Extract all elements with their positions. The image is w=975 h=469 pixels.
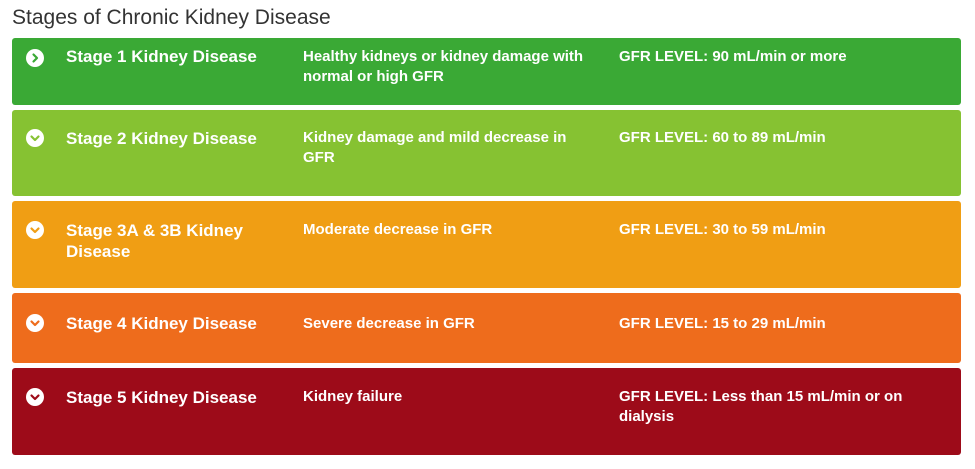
stage-name: Stage 1 Kidney Disease bbox=[66, 47, 257, 66]
stage-description: Severe decrease in GFR bbox=[303, 315, 475, 332]
stage-3-row[interactable]: Stage 3A & 3B Kidney Disease Moderate de… bbox=[12, 201, 961, 288]
stage-description: Healthy kidneys or kidney damage with no… bbox=[303, 48, 584, 85]
page-title: Stages of Chronic Kidney Disease bbox=[12, 6, 331, 29]
stage-gfr-level: GFR LEVEL: 90 mL/min or more bbox=[619, 48, 847, 65]
stage-5-row[interactable]: Stage 5 Kidney Disease Kidney failure GF… bbox=[12, 368, 961, 455]
stage-name: Stage 4 Kidney Disease bbox=[66, 314, 257, 333]
stage-2-row[interactable]: Stage 2 Kidney Disease Kidney damage and… bbox=[12, 110, 961, 196]
chevron-down-icon[interactable] bbox=[26, 314, 44, 332]
stage-description: Kidney damage and mild decrease in GFR bbox=[303, 129, 567, 166]
stage-1-row[interactable]: Stage 1 Kidney Disease Healthy kidneys o… bbox=[12, 38, 961, 105]
stage-description: Kidney failure bbox=[303, 388, 403, 405]
stage-4-row[interactable]: Stage 4 Kidney Disease Severe decrease i… bbox=[12, 293, 961, 363]
stage-name: Stage 5 Kidney Disease bbox=[66, 388, 257, 407]
stage-description: Moderate decrease in GFR bbox=[303, 221, 493, 238]
stage-gfr-level: GFR LEVEL: 30 to 59 mL/min bbox=[619, 221, 826, 238]
chevron-right-icon[interactable] bbox=[26, 49, 44, 67]
stage-gfr-level: GFR LEVEL: Less than 15 mL/min or on dia… bbox=[619, 388, 903, 425]
stage-gfr-level: GFR LEVEL: 15 to 29 mL/min bbox=[619, 315, 826, 332]
chevron-down-icon[interactable] bbox=[26, 388, 44, 406]
stage-name: Stage 3A & 3B Kidney Disease bbox=[66, 221, 243, 261]
chevron-down-icon[interactable] bbox=[26, 221, 44, 239]
stage-name: Stage 2 Kidney Disease bbox=[66, 129, 257, 148]
stage-gfr-level: GFR LEVEL: 60 to 89 mL/min bbox=[619, 129, 826, 146]
chevron-down-icon[interactable] bbox=[26, 129, 44, 147]
